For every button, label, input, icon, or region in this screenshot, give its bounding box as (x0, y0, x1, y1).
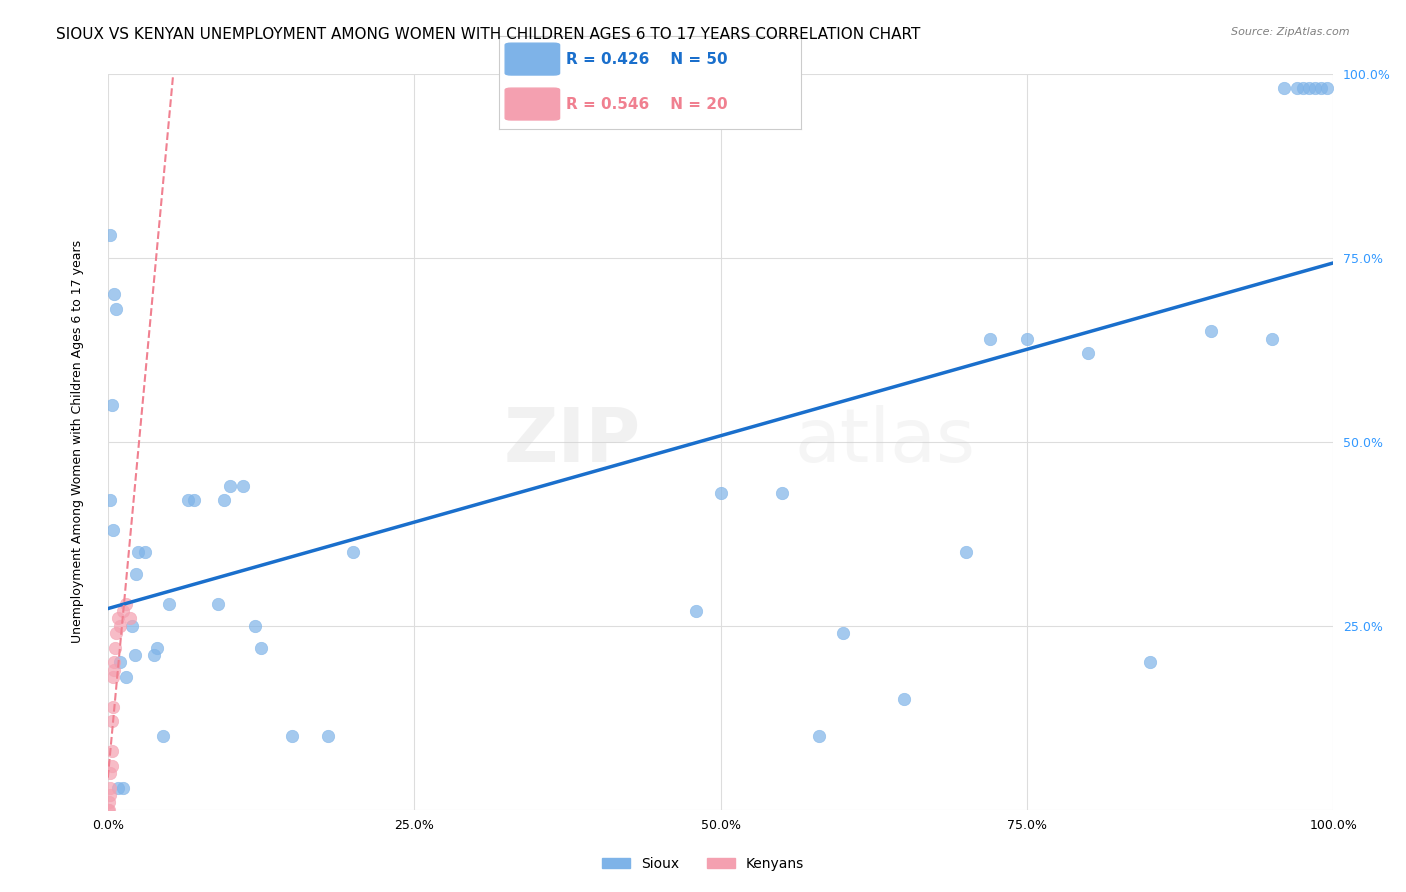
Point (103, 287, 125, 301)
Point (98, 228, 121, 243)
FancyBboxPatch shape (505, 43, 560, 75)
Point (1272, 81, 1295, 95)
Point (100, 714, 122, 729)
Point (124, 648, 146, 662)
Point (152, 729, 174, 743)
Point (115, 670, 138, 684)
Point (1139, 656, 1161, 670)
Point (103, 656, 125, 670)
Point (108, 618, 131, 632)
Point (955, 545, 977, 559)
Point (1316, 81, 1339, 95)
Point (98, 803, 121, 817)
Point (207, 597, 229, 611)
Point (107, 780, 129, 795)
Point (1077, 346, 1099, 360)
Point (121, 618, 143, 632)
Point (770, 486, 793, 500)
Point (100, 744, 122, 758)
Point (103, 663, 125, 677)
Point (98, 795, 121, 809)
Point (115, 597, 138, 611)
Point (1261, 332, 1284, 346)
FancyBboxPatch shape (505, 88, 560, 120)
Point (98, 780, 121, 795)
Point (342, 545, 364, 559)
Point (232, 479, 254, 493)
Point (100, 398, 122, 412)
Text: Source: ZipAtlas.com: Source: ZipAtlas.com (1232, 27, 1350, 37)
Point (243, 618, 266, 632)
Point (832, 626, 855, 640)
Point (125, 567, 148, 582)
Point (176, 493, 198, 508)
Text: atlas: atlas (794, 405, 976, 478)
Point (100, 758, 122, 772)
Point (1015, 332, 1038, 346)
Y-axis label: Unemployment Among Women with Children Ages 6 to 17 years: Unemployment Among Women with Children A… (72, 240, 84, 643)
Text: ZIP: ZIP (503, 405, 641, 478)
Point (107, 611, 129, 625)
Point (98, 765, 121, 780)
Legend: Sioux, Kenyans: Sioux, Kenyans (596, 851, 810, 876)
Point (101, 523, 124, 537)
Point (807, 729, 830, 743)
Point (98, 788, 121, 802)
Point (1303, 81, 1326, 95)
Point (134, 545, 156, 559)
Point (685, 604, 707, 618)
Point (979, 332, 1001, 346)
Point (1199, 324, 1222, 338)
Point (108, 656, 131, 670)
Point (97, 803, 120, 817)
Point (157, 597, 180, 611)
Point (111, 604, 134, 618)
Point (250, 640, 273, 655)
Point (146, 640, 169, 655)
Point (105, 626, 128, 640)
Point (98, 493, 121, 508)
Point (318, 729, 340, 743)
Point (893, 692, 915, 706)
Point (1285, 81, 1308, 95)
Point (105, 302, 128, 317)
Point (118, 611, 141, 625)
Point (1292, 81, 1315, 95)
Point (280, 729, 302, 743)
Text: SIOUX VS KENYAN UNEMPLOYMENT AMONG WOMEN WITH CHILDREN AGES 6 TO 17 YEARS CORREL: SIOUX VS KENYAN UNEMPLOYMENT AMONG WOMEN… (56, 27, 921, 42)
Point (101, 670, 124, 684)
Text: R = 0.426    N = 50: R = 0.426 N = 50 (565, 52, 727, 67)
Point (104, 640, 127, 655)
Point (143, 648, 166, 662)
Point (127, 545, 149, 559)
Point (214, 493, 236, 508)
Point (111, 780, 134, 795)
Point (1310, 81, 1333, 95)
Point (101, 699, 124, 714)
Point (219, 479, 242, 493)
Text: R = 0.546    N = 20: R = 0.546 N = 20 (565, 96, 727, 112)
Point (710, 486, 733, 500)
Point (183, 493, 205, 508)
Point (1298, 81, 1320, 95)
